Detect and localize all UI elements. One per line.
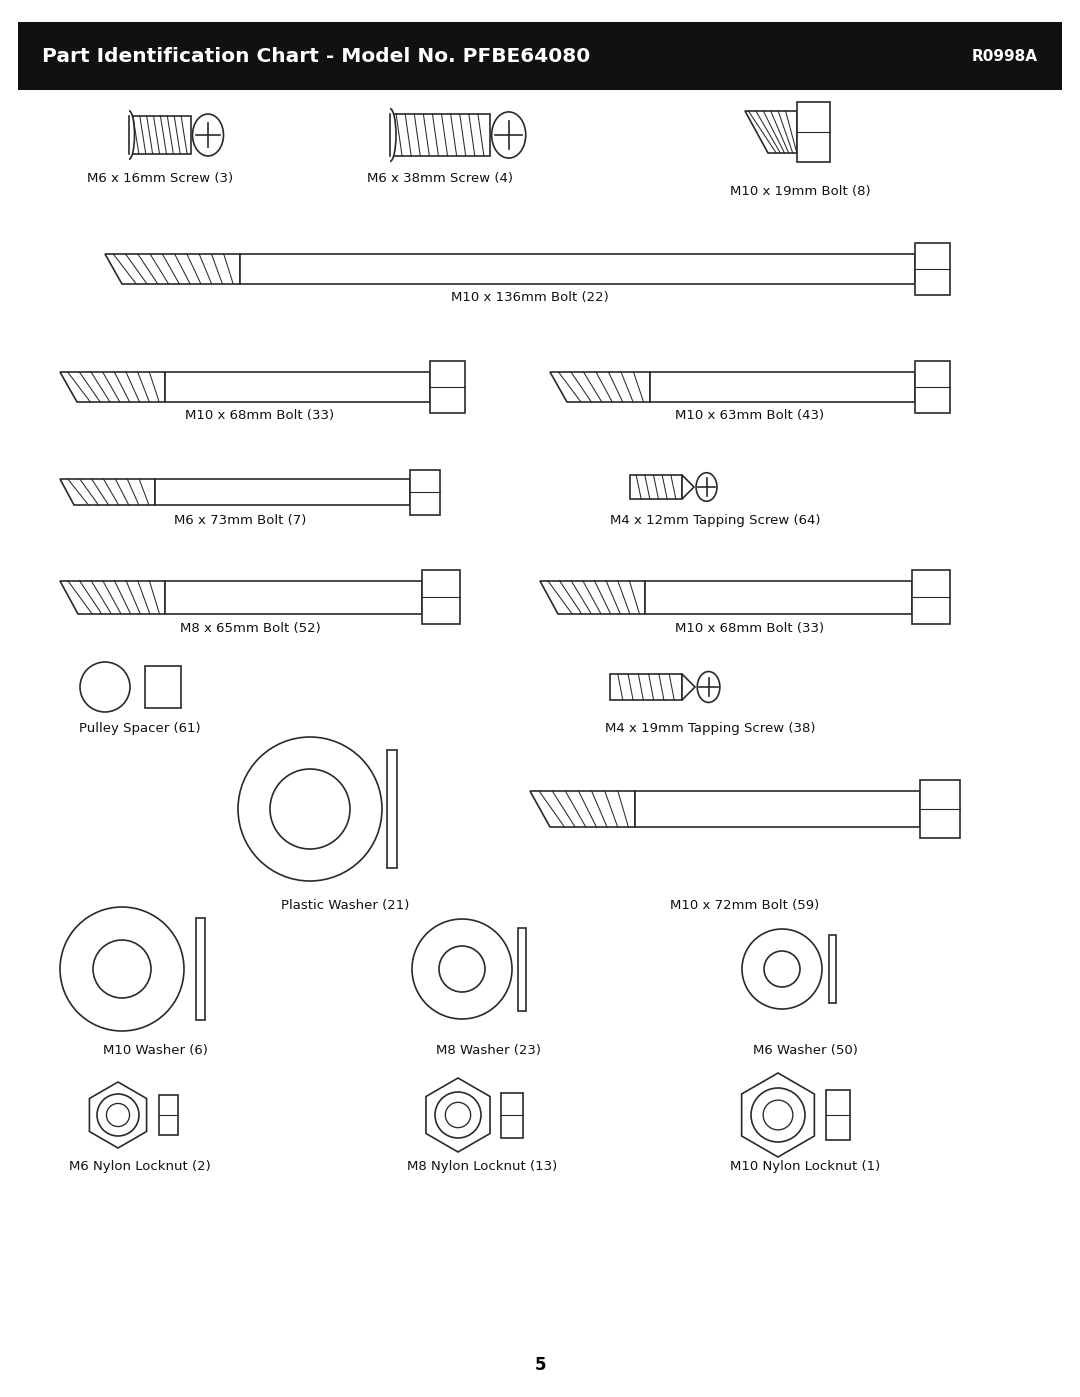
Text: M10 x 63mm Bolt (43): M10 x 63mm Bolt (43) <box>675 409 824 422</box>
Polygon shape <box>156 479 410 504</box>
Polygon shape <box>920 780 960 838</box>
Text: M10 Nylon Locknut (1): M10 Nylon Locknut (1) <box>730 1160 880 1173</box>
Polygon shape <box>366 99 390 170</box>
Polygon shape <box>540 581 645 613</box>
Polygon shape <box>240 254 915 284</box>
FancyBboxPatch shape <box>18 22 1062 89</box>
Text: 5: 5 <box>535 1356 545 1375</box>
Text: M4 x 19mm Tapping Screw (38): M4 x 19mm Tapping Screw (38) <box>605 722 815 735</box>
Text: M10 x 19mm Bolt (8): M10 x 19mm Bolt (8) <box>730 184 870 198</box>
Circle shape <box>742 929 822 1009</box>
Ellipse shape <box>698 672 720 703</box>
Text: Pulley Spacer (61): Pulley Spacer (61) <box>79 722 201 735</box>
Circle shape <box>93 940 151 997</box>
Polygon shape <box>107 102 129 168</box>
Circle shape <box>270 768 350 849</box>
Circle shape <box>438 946 485 992</box>
Circle shape <box>97 1094 139 1136</box>
Text: M10 x 72mm Bolt (59): M10 x 72mm Bolt (59) <box>671 900 820 912</box>
Text: M6 Washer (50): M6 Washer (50) <box>753 1044 858 1058</box>
Polygon shape <box>635 791 920 827</box>
Circle shape <box>764 951 800 988</box>
Polygon shape <box>390 115 490 156</box>
Text: M10 x 68mm Bolt (33): M10 x 68mm Bolt (33) <box>186 409 335 422</box>
Polygon shape <box>797 102 831 162</box>
Text: M8 Washer (23): M8 Washer (23) <box>435 1044 540 1058</box>
Circle shape <box>751 1088 805 1141</box>
Polygon shape <box>915 360 950 414</box>
Text: R0998A: R0998A <box>972 49 1038 63</box>
Polygon shape <box>387 750 397 868</box>
Circle shape <box>764 1101 793 1130</box>
Circle shape <box>60 907 184 1031</box>
Text: M8 x 65mm Bolt (52): M8 x 65mm Bolt (52) <box>179 622 321 636</box>
Polygon shape <box>129 116 191 154</box>
Circle shape <box>107 1104 130 1126</box>
Ellipse shape <box>697 472 717 502</box>
Polygon shape <box>630 475 681 499</box>
Text: M6 Nylon Locknut (2): M6 Nylon Locknut (2) <box>69 1160 211 1173</box>
Polygon shape <box>745 110 797 154</box>
Polygon shape <box>550 372 650 402</box>
Polygon shape <box>915 243 950 295</box>
Polygon shape <box>165 372 430 402</box>
Text: M6 x 38mm Screw (4): M6 x 38mm Screw (4) <box>367 172 513 184</box>
Polygon shape <box>159 1095 177 1134</box>
Polygon shape <box>645 581 912 613</box>
Text: M6 x 16mm Screw (3): M6 x 16mm Screw (3) <box>86 172 233 184</box>
Polygon shape <box>912 570 950 624</box>
Ellipse shape <box>192 115 224 156</box>
Polygon shape <box>90 1083 147 1148</box>
Text: M6 x 73mm Bolt (7): M6 x 73mm Bolt (7) <box>174 514 307 527</box>
Polygon shape <box>426 1078 490 1153</box>
Polygon shape <box>681 475 694 499</box>
Polygon shape <box>501 1092 523 1137</box>
Polygon shape <box>60 581 165 613</box>
Polygon shape <box>60 372 165 402</box>
Polygon shape <box>826 1090 850 1140</box>
Polygon shape <box>430 360 465 414</box>
Text: M10 x 136mm Bolt (22): M10 x 136mm Bolt (22) <box>451 291 609 305</box>
Ellipse shape <box>384 109 396 162</box>
Polygon shape <box>145 666 181 708</box>
Polygon shape <box>105 254 240 284</box>
Circle shape <box>445 1102 471 1127</box>
Text: Part Identification Chart - Model No. PFBE64080: Part Identification Chart - Model No. PF… <box>42 46 591 66</box>
Ellipse shape <box>491 112 526 158</box>
Polygon shape <box>410 469 440 514</box>
Polygon shape <box>60 479 156 504</box>
Polygon shape <box>828 935 836 1003</box>
Text: Plastic Washer (21): Plastic Washer (21) <box>281 900 409 912</box>
Polygon shape <box>650 372 915 402</box>
Text: M8 Nylon Locknut (13): M8 Nylon Locknut (13) <box>407 1160 557 1173</box>
Circle shape <box>435 1092 481 1139</box>
Polygon shape <box>518 928 526 1010</box>
Text: M10 Washer (6): M10 Washer (6) <box>103 1044 207 1058</box>
Polygon shape <box>681 673 696 700</box>
Text: M4 x 12mm Tapping Screw (64): M4 x 12mm Tapping Screw (64) <box>610 514 820 527</box>
Ellipse shape <box>123 110 135 159</box>
Polygon shape <box>742 1073 814 1157</box>
Circle shape <box>411 919 512 1018</box>
Polygon shape <box>195 918 204 1020</box>
Polygon shape <box>165 581 422 613</box>
Polygon shape <box>530 791 635 827</box>
Polygon shape <box>610 673 681 700</box>
Circle shape <box>80 662 130 712</box>
Text: M10 x 68mm Bolt (33): M10 x 68mm Bolt (33) <box>675 622 824 636</box>
Circle shape <box>238 738 382 882</box>
Polygon shape <box>422 570 460 624</box>
